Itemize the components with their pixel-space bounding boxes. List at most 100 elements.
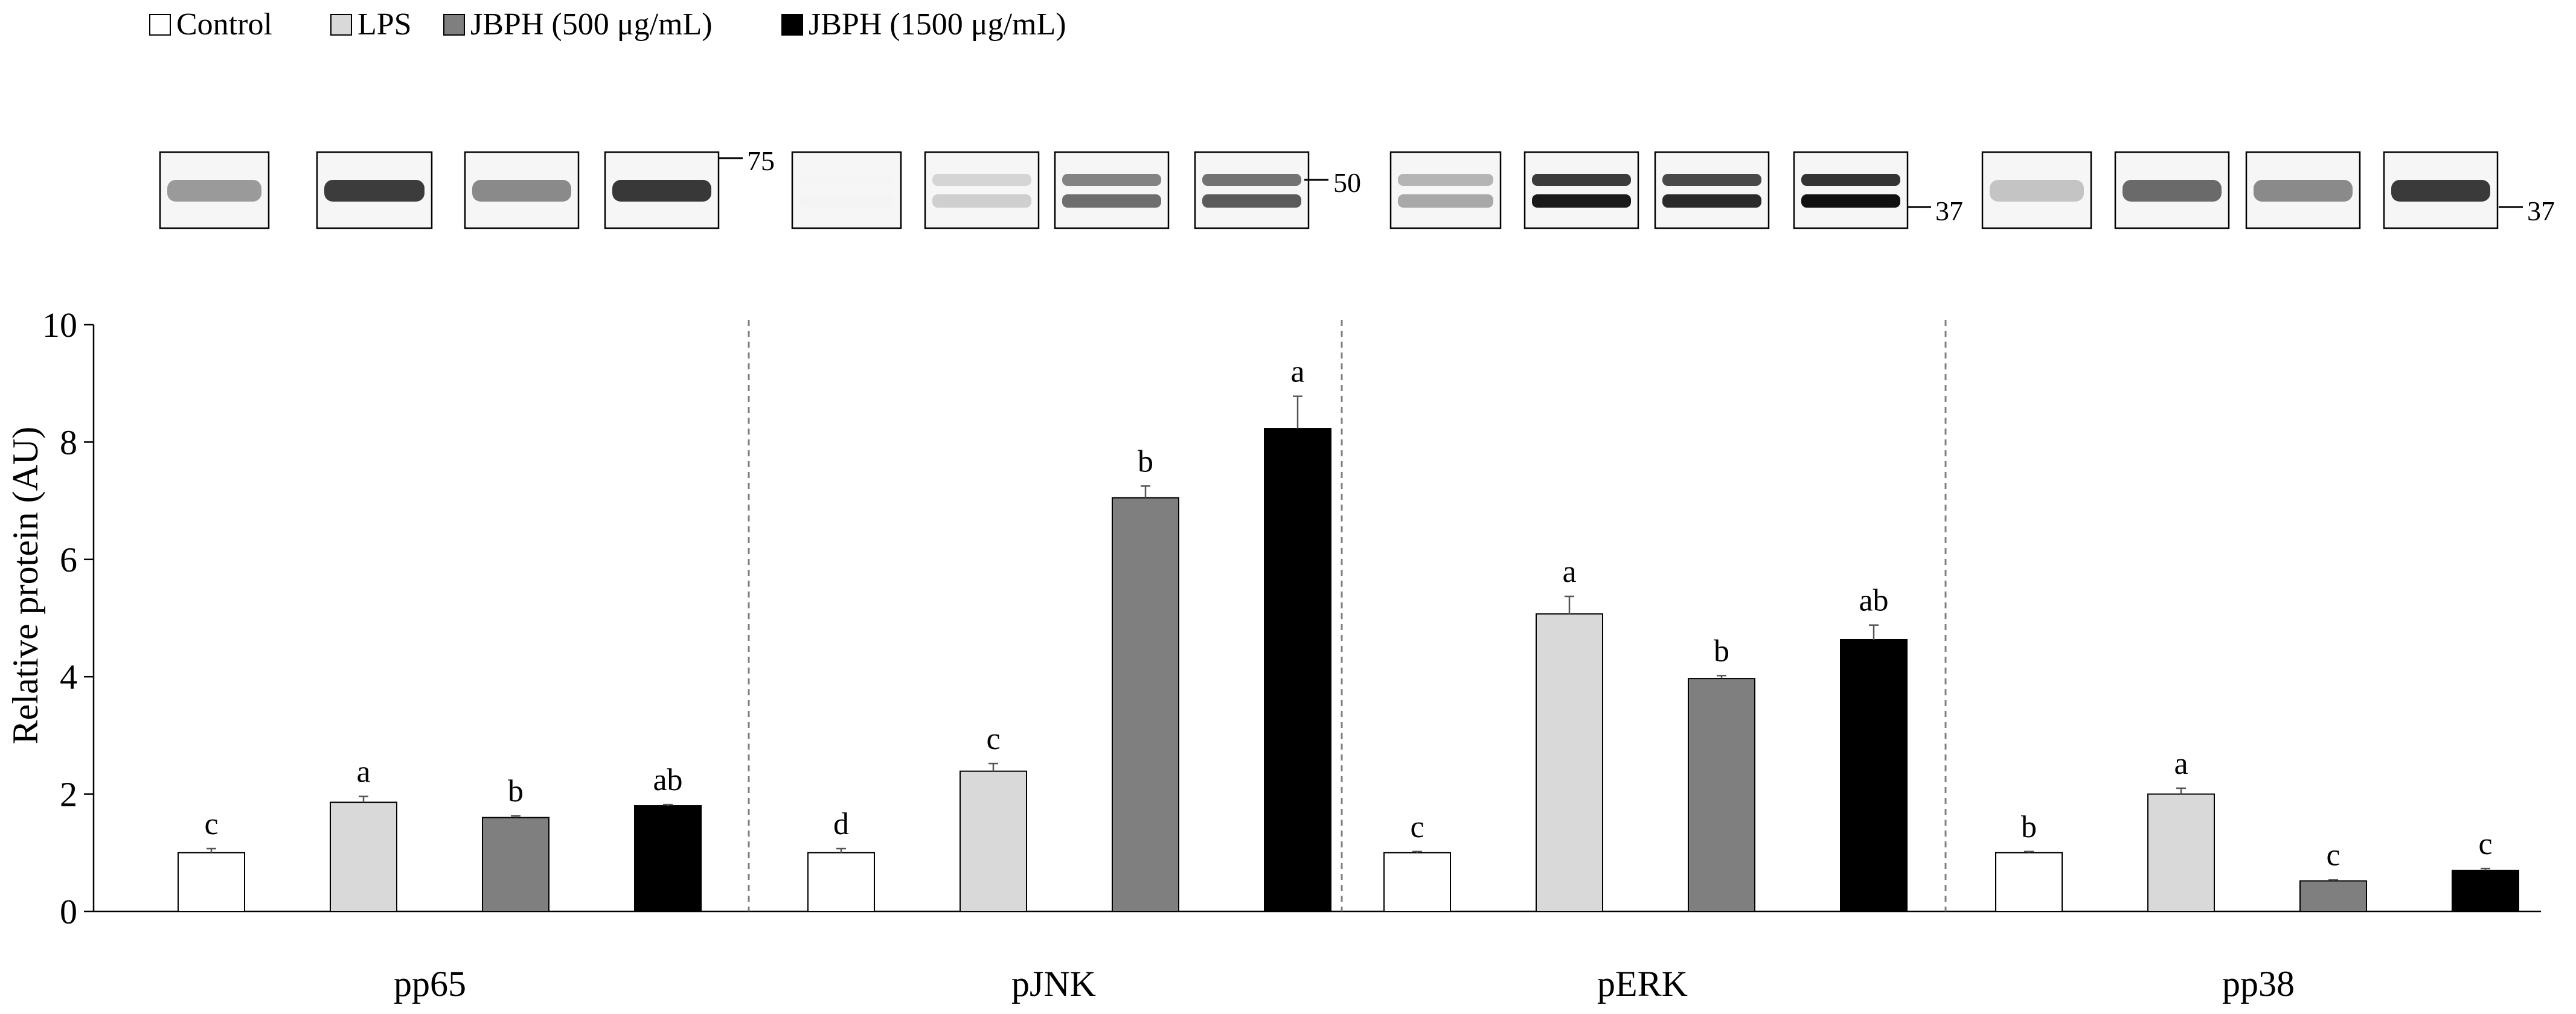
- bar: [1383, 852, 1451, 913]
- blot-lane: [1793, 151, 1909, 229]
- y-tick-label: 4: [60, 657, 77, 697]
- bar: [2452, 869, 2519, 912]
- blot-frame: [791, 151, 902, 229]
- significance-letter: c: [2478, 827, 2492, 861]
- significance-letter: c: [986, 722, 1000, 756]
- y-tick-label: 0: [60, 892, 77, 931]
- category-label: pERK: [1597, 964, 1688, 1004]
- blot-band-upper: [1662, 174, 1761, 186]
- significance-letter: b: [1138, 444, 1153, 479]
- significance-letter: b: [1714, 634, 1729, 668]
- legend-swatch: [149, 14, 171, 36]
- bar: [2299, 880, 2367, 913]
- bar: [1112, 497, 1179, 912]
- bar: [1995, 852, 2063, 913]
- bar: [1688, 678, 1755, 912]
- significance-letter: ab: [653, 763, 682, 797]
- category-label: pp38: [2222, 964, 2295, 1004]
- blot-band: [2391, 180, 2490, 202]
- blot-band-upper: [1398, 174, 1493, 186]
- category-label: pJNK: [1011, 964, 1096, 1004]
- blot-band: [167, 180, 261, 202]
- legend-label: Control: [176, 7, 272, 42]
- significance-letter: a: [1290, 355, 1304, 389]
- size-marker-label: 50: [1333, 167, 1361, 198]
- blot-lane: [1654, 151, 1770, 229]
- blot-frame: [1793, 151, 1909, 229]
- blot-band-lower: [1662, 194, 1761, 208]
- blot-lane: [159, 151, 270, 229]
- significance-letter: b: [508, 774, 524, 809]
- significance-letter: a: [356, 754, 370, 789]
- legend-label: JBPH (1500 μg/mL): [809, 7, 1066, 42]
- blot-frame: [924, 151, 1040, 229]
- blot-band-lower: [932, 194, 1031, 208]
- blot-lane: [1981, 151, 2092, 229]
- blot-band: [324, 180, 425, 202]
- y-axis-title: Relative protein (AU): [5, 427, 45, 745]
- y-tick-label: 2: [60, 775, 77, 814]
- blot-lane: [2114, 151, 2230, 229]
- bar: [1536, 613, 1603, 912]
- blot-lane: [1389, 151, 1502, 229]
- significance-letter: b: [2021, 810, 2037, 844]
- blot-band-upper: [1801, 174, 1900, 186]
- blot-lane: [1194, 151, 1310, 229]
- blot-band-lower: [1801, 194, 1900, 208]
- bar: [482, 817, 549, 912]
- legend-swatch: [443, 14, 465, 36]
- bar: [178, 852, 245, 913]
- blot-band-lower: [1202, 194, 1301, 208]
- blot-band-lower: [1532, 194, 1631, 208]
- y-tick-label: 8: [60, 422, 77, 462]
- size-marker-label: 37: [1935, 196, 1963, 226]
- blot-band: [472, 180, 571, 202]
- blot-lane: [1523, 151, 1639, 229]
- blot-lane: [316, 151, 433, 229]
- bar: [2147, 793, 2215, 912]
- blot-frame: [1389, 151, 1502, 229]
- bar: [807, 852, 875, 913]
- blot-lane: [464, 151, 580, 229]
- significance-letter: ab: [1859, 584, 1888, 618]
- blot-band: [1990, 180, 2084, 202]
- bar: [634, 805, 702, 913]
- blot-band: [2123, 180, 2222, 202]
- blot-band-upper: [1202, 174, 1301, 186]
- blot-lane: [604, 151, 720, 229]
- legend-label: JBPH (500 μg/mL): [470, 7, 713, 42]
- bar: [1840, 639, 1908, 912]
- bar: [1264, 428, 1331, 912]
- significance-letter: c: [2326, 838, 2340, 873]
- blot-band-lower: [799, 194, 894, 208]
- bar: [330, 802, 397, 913]
- legend: Control LPS JBPH (500 μg/mL) JBPH (1500 μg/…: [149, 7, 1066, 42]
- blot-band-lower: [1398, 194, 1493, 208]
- blot-band-upper: [932, 174, 1031, 186]
- blot-band-upper: [1062, 174, 1161, 186]
- bar: [960, 770, 1027, 913]
- legend-swatch: [781, 14, 803, 36]
- size-marker-label: 37: [2527, 196, 2555, 226]
- blot-band-upper: [1532, 174, 1631, 186]
- significance-letter: c: [204, 807, 218, 841]
- blot-lane: [924, 151, 1040, 229]
- blot-band: [612, 180, 711, 202]
- size-marker-label: 75: [747, 145, 775, 176]
- category-label: pp65: [394, 964, 466, 1004]
- blot-band-lower: [1062, 194, 1161, 208]
- blot-lane: [2245, 151, 2361, 229]
- y-tick-label: 10: [42, 305, 77, 345]
- significance-letter: c: [1410, 810, 1424, 844]
- blot-frame: [1523, 151, 1639, 229]
- legend-swatch: [330, 14, 352, 36]
- blot-frame: [1654, 151, 1770, 229]
- significance-letter: a: [2174, 747, 2188, 781]
- y-tick-label: 6: [60, 540, 77, 579]
- legend-label: LPS: [357, 7, 412, 42]
- blot-band-upper: [799, 174, 894, 186]
- blot-band: [2254, 180, 2353, 202]
- significance-letter: d: [833, 807, 849, 841]
